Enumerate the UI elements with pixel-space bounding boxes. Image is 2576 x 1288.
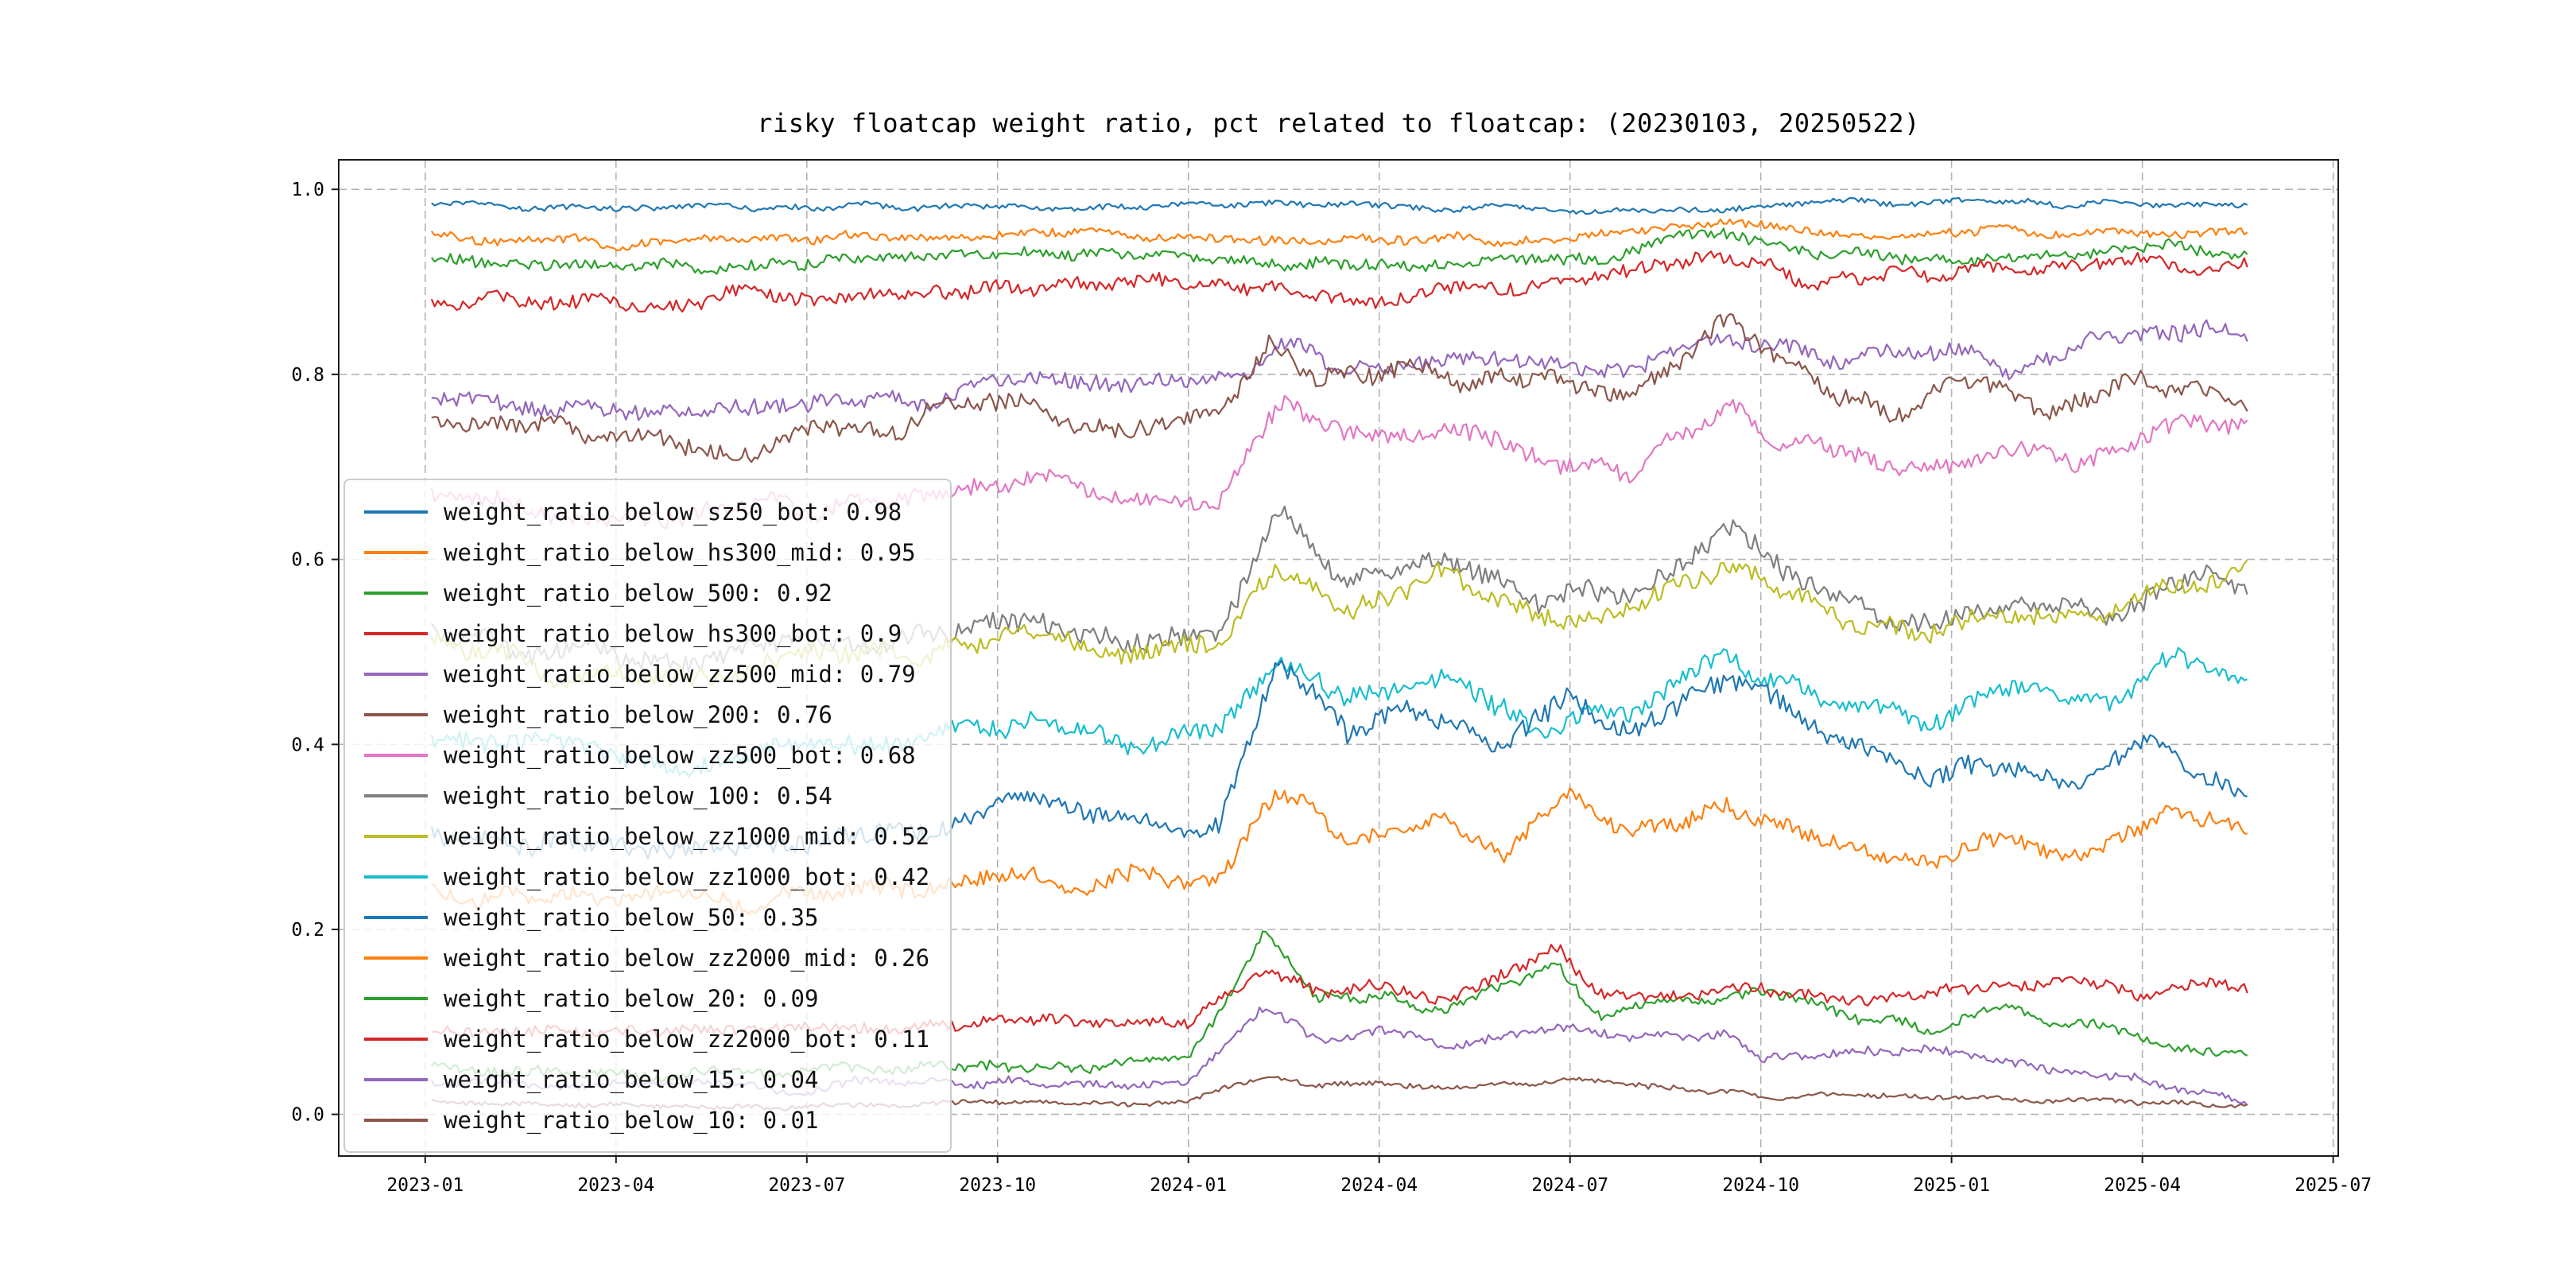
legend-label: weight_ratio_below_100: 0.54 bbox=[444, 782, 832, 809]
legend-label: weight_ratio_below_10: 0.01 bbox=[444, 1106, 819, 1134]
legend-swatch-line bbox=[364, 753, 428, 757]
legend-label: weight_ratio_below_500: 0.92 bbox=[444, 579, 832, 607]
legend-item: weight_ratio_below_sz50_bot: 0.98 bbox=[364, 491, 929, 532]
legend-item: weight_ratio_below_zz1000_mid: 0.52 bbox=[364, 816, 929, 856]
legend-swatch-line bbox=[364, 1077, 428, 1081]
legend-swatch-line bbox=[364, 834, 428, 838]
tick-label-x: 2023-01 bbox=[386, 1175, 464, 1196]
tick-label-y: 0.2 bbox=[291, 920, 324, 941]
legend-item: weight_ratio_below_200: 0.76 bbox=[364, 694, 929, 735]
legend-label: weight_ratio_below_20: 0.09 bbox=[444, 984, 819, 1012]
legend-swatch-line bbox=[364, 631, 428, 635]
tick-label-y: 1.0 bbox=[291, 180, 324, 200]
legend-swatch-line bbox=[364, 1037, 428, 1041]
series-weight_ratio_below_hs300_mid bbox=[430, 218, 2248, 251]
legend-swatch-line bbox=[364, 915, 428, 919]
series-weight_ratio_below_200 bbox=[431, 312, 2248, 464]
tick-label-x: 2024-07 bbox=[1531, 1175, 1608, 1196]
tick-label-y: 0.6 bbox=[291, 550, 324, 571]
legend-swatch-line bbox=[364, 712, 428, 716]
legend-label: weight_ratio_below_200: 0.76 bbox=[444, 700, 832, 728]
legend-swatch-line bbox=[364, 996, 428, 1000]
legend-label: weight_ratio_below_zz2000_mid: 0.26 bbox=[444, 944, 930, 972]
legend-item: weight_ratio_below_zz2000_bot: 0.11 bbox=[364, 1018, 929, 1059]
legend-item: weight_ratio_below_zz500_bot: 0.68 bbox=[364, 735, 929, 775]
tick-label-y: 0.0 bbox=[291, 1105, 324, 1126]
series-weight_ratio_below_500 bbox=[430, 227, 2248, 275]
legend-swatch-line bbox=[364, 510, 428, 514]
legend-item: weight_ratio_below_100: 0.54 bbox=[364, 775, 929, 816]
tick-label-x: 2025-04 bbox=[2104, 1175, 2181, 1196]
legend-swatch-line bbox=[364, 793, 428, 797]
series-weight_ratio_below_hs300_bot bbox=[430, 250, 2248, 313]
tick-label-x: 2024-01 bbox=[1150, 1175, 1227, 1196]
tick-label-y: 0.4 bbox=[291, 735, 324, 755]
tick-label-x: 2023-07 bbox=[768, 1175, 845, 1196]
chart-title: risky floatcap weight ratio, pct related… bbox=[757, 108, 1920, 138]
tick-label-x: 2023-10 bbox=[959, 1175, 1036, 1196]
legend-label: weight_ratio_below_hs300_mid: 0.95 bbox=[444, 538, 916, 566]
legend-label: weight_ratio_below_zz2000_bot: 0.11 bbox=[444, 1025, 930, 1053]
tick-label-y: 0.8 bbox=[291, 365, 324, 386]
legend-swatch-line bbox=[364, 591, 428, 595]
tick-label-x: 2023-04 bbox=[577, 1175, 654, 1196]
legend-label: weight_ratio_below_15: 0.04 bbox=[444, 1065, 819, 1093]
legend-item: weight_ratio_below_20: 0.09 bbox=[364, 978, 929, 1018]
tick-label-x: 2024-10 bbox=[1722, 1175, 1799, 1196]
legend-item: weight_ratio_below_zz1000_bot: 0.42 bbox=[364, 856, 929, 897]
legend-label: weight_ratio_below_sz50_bot: 0.98 bbox=[444, 498, 902, 526]
series-weight_ratio_below_zz500_mid bbox=[431, 319, 2248, 421]
axes-spines bbox=[338, 159, 2339, 1157]
legend-label: weight_ratio_below_zz500_mid: 0.79 bbox=[444, 660, 916, 688]
legend-item: weight_ratio_below_500: 0.92 bbox=[364, 572, 929, 613]
legend-item: weight_ratio_below_50: 0.35 bbox=[364, 897, 929, 937]
tick-label-x: 2025-07 bbox=[2295, 1175, 2372, 1196]
legend-swatch-line bbox=[364, 956, 428, 960]
series-weight_ratio_below_sz50_bot bbox=[431, 196, 2248, 215]
legend-label: weight_ratio_below_zz500_bot: 0.68 bbox=[444, 741, 916, 769]
legend: weight_ratio_below_sz50_bot: 0.98 weight_… bbox=[343, 479, 952, 1153]
legend-swatch-line bbox=[364, 1118, 428, 1122]
legend-item: weight_ratio_below_zz500_mid: 0.79 bbox=[364, 654, 929, 694]
legend-swatch-line bbox=[364, 672, 428, 676]
legend-item: weight_ratio_below_hs300_mid: 0.95 bbox=[364, 532, 929, 572]
legend-item: weight_ratio_below_10: 0.01 bbox=[364, 1100, 929, 1140]
legend-swatch-line bbox=[364, 875, 428, 879]
tick-label-x: 2024-04 bbox=[1340, 1175, 1418, 1196]
legend-label: weight_ratio_below_zz1000_mid: 0.52 bbox=[444, 822, 930, 850]
legend-item: weight_ratio_below_zz2000_mid: 0.26 bbox=[364, 937, 929, 978]
legend-label: weight_ratio_below_zz1000_bot: 0.42 bbox=[444, 863, 930, 890]
legend-item: weight_ratio_below_hs300_bot: 0.9 bbox=[364, 613, 929, 654]
legend-item: weight_ratio_below_15: 0.04 bbox=[364, 1059, 929, 1100]
legend-label: weight_ratio_below_50: 0.35 bbox=[444, 903, 819, 931]
legend-swatch-line bbox=[364, 550, 428, 554]
legend-label: weight_ratio_below_hs300_bot: 0.9 bbox=[444, 619, 902, 647]
tick-label-x: 2025-01 bbox=[1913, 1175, 1990, 1196]
